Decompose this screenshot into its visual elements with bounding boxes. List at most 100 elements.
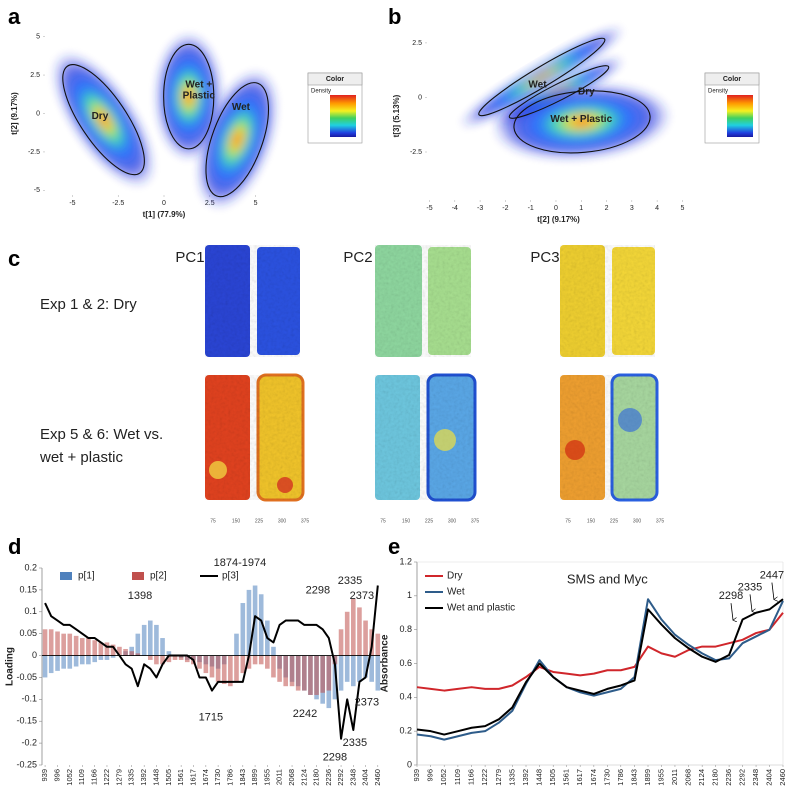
bar [55,655,60,671]
bar [357,655,362,682]
x-tick-label: -3 [477,205,483,212]
x-tick-label: 1899 [250,769,259,786]
y-tick-label: 2.5 [412,40,422,47]
annotation-arrow [730,603,733,620]
x-tick-label: 1899 [643,769,652,786]
y-axis-label: t[3] (5.13%) [392,94,401,137]
annotation: 2335 [343,737,367,749]
annotation: 1874-1974 [214,557,267,569]
scale-tick-label: 375 [301,518,310,524]
annotation: 2242 [293,708,317,720]
bar [240,655,246,674]
bar [221,655,227,685]
x-tick-label: 1 [579,205,583,212]
y-axis-label: Loading [5,647,16,686]
x-tick-label: -2.5 [112,200,124,207]
colorbar [330,95,356,137]
x-tick-label: 2348 [348,769,357,786]
legend-label: Wet [447,587,465,598]
bar [48,629,54,656]
x-tick-label: 4 [655,205,659,212]
row-label: Exp 5 & 6: Wet vs. [40,426,163,443]
x-tick-label: 1786 [616,769,625,786]
y-tick-label: -0.05 [16,672,37,682]
annotation: 2298 [306,585,330,597]
bar [375,655,381,691]
x-tick-label: -1 [528,205,534,212]
annotation-arrow [771,582,774,600]
x-tick-label: 2124 [697,769,706,786]
x-tick-label: 1505 [164,769,173,786]
line [44,585,379,740]
bar [240,603,246,656]
x-tick-label: 1955 [262,769,271,786]
bar [228,655,233,687]
column-label: PC1 [175,249,204,266]
x-tick-label: 2460 [778,769,787,786]
y-tick-label: 1 [407,590,412,600]
y-tick-label: 0.05 [19,628,37,638]
x-tick-label: 2236 [724,769,733,786]
bar [104,655,110,660]
bar [117,646,122,656]
bar [184,655,190,663]
y-tick-label: 0 [418,94,422,101]
y-tick-label: -5 [34,187,40,194]
bar [73,655,79,667]
bar [351,598,356,656]
legend-label: Wet and plastic [447,603,515,614]
bar [215,655,221,682]
y-tick-label: -2.5 [410,149,422,156]
image-spot [565,440,585,460]
y-tick-label: 0.2 [399,726,412,736]
x-tick-label: 1279 [494,769,503,786]
y-tick-label: 0.1 [24,606,37,616]
bar [234,633,239,656]
x-tick-label: 2404 [361,769,370,786]
x-tick-label: 1674 [589,769,598,786]
bar [42,655,48,678]
x-tick-label: 1448 [151,769,160,786]
x-tick-label: -2 [502,205,508,212]
group-label: Wet [232,102,251,113]
y-tick-label: 0 [407,759,412,769]
line [416,598,784,736]
colorbar-label: Density [708,89,728,95]
x-tick-label: 2180 [711,769,720,786]
y-tick-label: 0.15 [19,584,37,594]
annotation: 2373 [355,696,379,708]
group-ellipse [205,82,270,198]
x-tick-label: 1335 [127,769,136,786]
x-axis-label: t[1] (77.9%) [143,210,186,219]
image-spot [434,429,456,451]
scale-tick-label: 225 [255,518,264,524]
bar [265,655,270,669]
bar [92,640,98,656]
group-label: Wet [528,80,547,91]
x-tick-label: 1955 [656,769,665,786]
x-tick-label: 1222 [102,769,111,786]
column-label: PC2 [343,249,372,266]
group-ellipse [62,64,145,176]
scale-tick-label: 300 [278,518,287,524]
x-tick-label: 2180 [312,769,321,786]
x-tick-label: 0 [162,200,166,207]
bar [147,620,153,656]
bar [320,655,325,693]
bar [197,655,202,669]
bar [375,633,381,656]
bar [98,655,104,660]
x-tick-label: 1109 [453,769,462,785]
annotation-arrow [749,594,752,611]
x-tick-label: 1392 [521,769,530,786]
annotation: 1715 [199,712,223,724]
x-tick-label: 2404 [765,769,774,786]
y-tick-label: 0 [32,650,37,660]
x-tick-label: 5 [680,205,684,212]
x-tick-label: 1166 [90,769,99,785]
bar [48,655,54,674]
scale-tick-label: 225 [610,518,619,524]
y-tick-label: -0.2 [21,737,37,747]
x-tick-label: 2011 [670,769,679,785]
bar [332,655,338,700]
